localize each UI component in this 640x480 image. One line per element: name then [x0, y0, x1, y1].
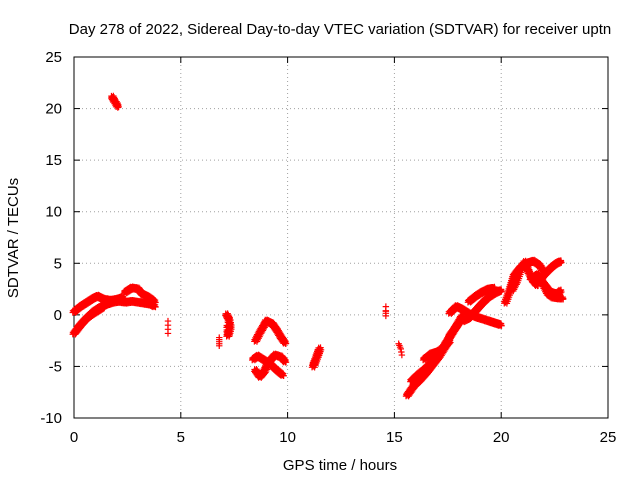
x-tick-label: 5 [177, 429, 185, 446]
data-point [224, 318, 231, 326]
data-point [279, 371, 286, 379]
y-axis-label: SDTVAR / TECUs [5, 178, 22, 298]
grid-lines [74, 57, 608, 418]
data-points [69, 92, 567, 400]
chart-title: Day 278 of 2022, Sidereal Day-to-day VTE… [69, 21, 611, 38]
y-tick-label: 10 [45, 204, 62, 221]
data-point [280, 372, 287, 379]
data-point [398, 351, 406, 359]
data-point [99, 304, 107, 311]
plot-frame [73, 56, 609, 419]
data-point [557, 258, 565, 265]
data-point [119, 294, 127, 301]
data-point [534, 282, 541, 290]
data-point [100, 303, 108, 310]
y-tick-label: 5 [54, 255, 62, 272]
data-point [281, 358, 288, 365]
x-axis-label: GPS time / hours [283, 457, 397, 474]
data-point [498, 321, 505, 329]
data-point [445, 338, 453, 345]
y-tick-label: 15 [45, 152, 62, 169]
x-tick-label: 25 [600, 429, 617, 446]
data-point [556, 287, 564, 295]
data-point [533, 281, 540, 289]
data-point [150, 298, 158, 305]
data-point [491, 284, 498, 292]
y-tick-label: -10 [40, 410, 62, 427]
x-tick-label: 10 [279, 429, 296, 446]
y-tick-label: 0 [54, 307, 62, 324]
data-point [446, 337, 454, 344]
y-tick-label: 20 [45, 101, 62, 118]
data-point [282, 340, 289, 347]
x-tick-label: 20 [493, 429, 510, 446]
data-point [498, 286, 505, 294]
data-point [151, 299, 159, 306]
data-point [557, 286, 565, 294]
x-tick-labels: 0 5 10 15 20 25 [70, 429, 617, 446]
data-point [281, 339, 288, 346]
x-tick-label: 0 [70, 429, 78, 446]
data-point [310, 362, 317, 369]
data-point [216, 342, 223, 349]
data-point [114, 104, 121, 111]
data-point [223, 322, 230, 329]
data-point [282, 359, 289, 366]
data-point [164, 330, 172, 337]
data-point [559, 295, 567, 302]
x-tick-label: 15 [386, 429, 403, 446]
data-point [382, 303, 390, 310]
y-tick-label: 25 [45, 49, 62, 66]
y-tick-labels: -10 -5 0 5 10 15 20 25 [40, 49, 62, 427]
axis-ticks [73, 56, 609, 419]
y-tick-label: -5 [49, 358, 62, 375]
